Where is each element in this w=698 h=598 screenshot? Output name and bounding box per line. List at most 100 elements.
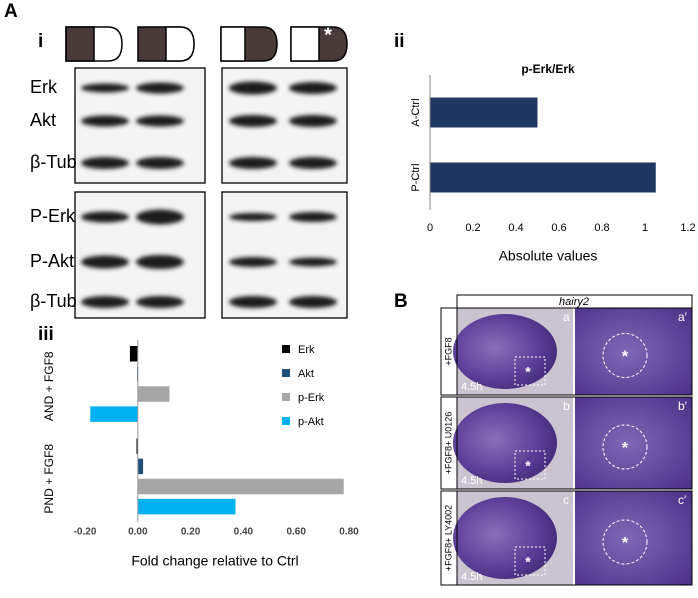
asterisk: *: [170, 40, 178, 62]
blot-band: [289, 115, 337, 127]
bar: [137, 498, 236, 515]
legend-swatch: [282, 417, 290, 425]
row-label: +FGF8: [443, 337, 453, 365]
roi-circle: [602, 519, 648, 565]
y-tick-label: P-Ctrl: [410, 163, 422, 191]
blot-band: [229, 257, 277, 267]
x-tick-label: 0.80: [339, 527, 359, 538]
roi-circle: [602, 333, 648, 378]
blot-label: Akt: [30, 110, 56, 130]
image-label: a′: [678, 310, 688, 324]
blot-label: β-Tub: [30, 152, 77, 172]
legend-label: p-Erk: [298, 392, 325, 404]
legend-swatch: [282, 345, 290, 353]
in-situ: hairy2 +FGF8 * 4.5h a * a′ +FGF8+ U0126 * 4.5h b * b…: [440, 294, 693, 586]
asterisk: *: [324, 24, 332, 46]
blot-band: [229, 115, 277, 127]
x-tick-label: 0.4: [508, 222, 523, 234]
asterisk: *: [622, 535, 629, 552]
time: 4.5h: [461, 571, 482, 583]
x-tick-label: 0.40: [234, 527, 254, 538]
y-tick-label: PND + FGF8: [42, 444, 56, 514]
x-axis-label: Fold change relative to Ctrl: [131, 553, 298, 569]
blot-band: [136, 296, 184, 308]
embryo: [453, 497, 557, 579]
blot-label: P-Akt: [30, 251, 74, 271]
legend-swatch: [282, 369, 290, 377]
zoom-bg: [575, 308, 692, 395]
panel-label: A: [4, 1, 18, 22]
blot-band: [81, 255, 129, 269]
x-tick-label: 0.00: [128, 527, 148, 538]
x-tick-label: 1.2: [680, 222, 695, 234]
asterisk: *: [525, 458, 531, 474]
time: 4.5h: [461, 381, 482, 393]
time: 4.5h: [461, 475, 482, 487]
panel-label: ii: [394, 31, 405, 52]
x-tick-label: 1: [642, 222, 648, 234]
legend-swatch: [282, 393, 290, 401]
blot-label: P-Erk: [30, 206, 76, 226]
image-frame: [456, 490, 693, 586]
roi-circle: [602, 424, 648, 470]
bar: [137, 478, 344, 495]
legend-label: Erk: [298, 344, 315, 356]
blot-band: [81, 115, 129, 127]
blot-band: [136, 209, 184, 225]
blot-band: [81, 83, 129, 93]
blot-band: [229, 296, 277, 308]
header: hairy2: [559, 296, 589, 308]
blot-band: [229, 81, 277, 95]
image-label: a: [563, 310, 570, 324]
roi: [514, 546, 546, 576]
x-axis-label: Absolute values: [499, 248, 598, 264]
asterisk: *: [622, 440, 629, 457]
x-tick-label: 0.2: [465, 222, 480, 234]
y-tick-label: A-Ctrl: [410, 98, 422, 126]
blot-label: Erk: [30, 77, 58, 97]
row-label: +FGF8+ U0126: [443, 412, 453, 475]
blot-band: [229, 213, 277, 221]
image-label: c: [563, 493, 569, 507]
x-tick-label: 0: [427, 222, 433, 234]
schematics: [65, 26, 348, 62]
blot-band: [81, 211, 129, 223]
blot-label: β-Tub: [30, 291, 77, 311]
row-label: +FGF8+ LY4002: [443, 505, 453, 571]
blot-band: [289, 212, 337, 222]
asterisk: *: [525, 364, 531, 380]
panel-label: iii: [38, 324, 54, 345]
y-tick-label: AND + FGF8: [42, 351, 56, 421]
blot-band: [136, 115, 184, 127]
bar: [90, 406, 138, 422]
bar: [137, 386, 170, 402]
legend-label: Akt: [298, 368, 314, 380]
image-label: c′: [678, 493, 687, 507]
blot-band: [229, 157, 277, 169]
x-tick-label: 0.8: [594, 222, 609, 234]
blot-band: [289, 157, 337, 169]
image-label: b: [563, 399, 570, 413]
legend-label: p-Akt: [298, 416, 324, 428]
blots: Erk Akt β-Tub P-Erk P-Akt β-Tub: [30, 67, 348, 319]
x-tick-label: 0.20: [181, 527, 201, 538]
zoom-bg: [575, 491, 692, 585]
blot-band: [289, 296, 337, 308]
bar: [430, 162, 656, 193]
bar: [137, 458, 144, 475]
asterisk: *: [525, 554, 531, 570]
embryo: [453, 403, 557, 483]
bar: [136, 438, 138, 454]
bar: [129, 346, 138, 362]
x-tick-label: -0.20: [74, 527, 97, 538]
roi: [514, 356, 546, 386]
embryo: [453, 314, 557, 389]
zoom-bg: [575, 397, 692, 489]
blot-band: [289, 257, 337, 267]
x-tick-label: 0.6: [551, 222, 566, 234]
image-frame: [456, 396, 693, 490]
image-frame: [456, 307, 693, 396]
blot-band: [289, 82, 337, 94]
panel-label: i: [38, 31, 43, 52]
